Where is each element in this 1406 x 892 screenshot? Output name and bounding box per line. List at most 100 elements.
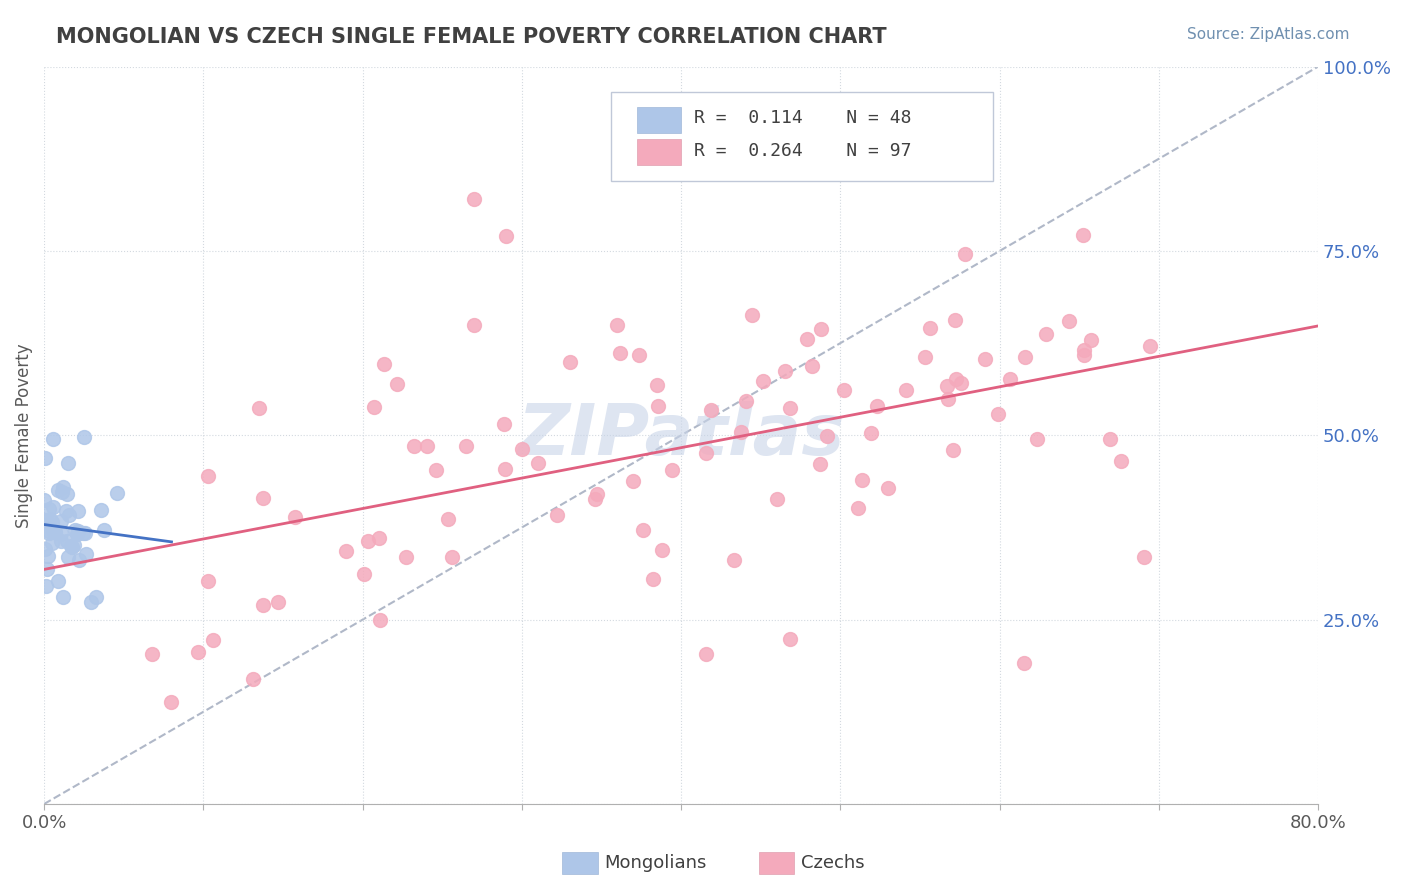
Point xyxy=(1080,333,1102,347)
Bar xyxy=(637,107,681,133)
Point xyxy=(49,534,72,549)
Point xyxy=(32,493,55,508)
Text: Czechs: Czechs xyxy=(801,854,865,871)
Point xyxy=(38,524,60,539)
Point xyxy=(645,377,668,392)
Point xyxy=(56,533,79,548)
Point xyxy=(41,536,63,550)
Point xyxy=(39,511,62,525)
Point xyxy=(425,463,447,477)
Point xyxy=(52,479,75,493)
Point xyxy=(35,579,58,593)
Point xyxy=(416,439,439,453)
Point xyxy=(454,439,477,453)
Point xyxy=(695,446,717,460)
Point xyxy=(914,351,936,365)
Point xyxy=(779,401,801,415)
Y-axis label: Single Female Poverty: Single Female Poverty xyxy=(15,343,32,527)
Point xyxy=(440,549,463,564)
Point xyxy=(75,547,97,561)
Point xyxy=(495,229,517,244)
Point xyxy=(160,695,183,709)
Point xyxy=(63,524,86,538)
Text: Mongolians: Mongolians xyxy=(605,854,707,871)
Point xyxy=(1109,454,1132,468)
Point xyxy=(527,456,550,470)
Point xyxy=(953,247,976,261)
Point xyxy=(631,523,654,537)
Point xyxy=(846,501,869,516)
Point xyxy=(35,513,58,527)
Point xyxy=(859,425,882,440)
Point xyxy=(586,487,609,501)
Point xyxy=(810,321,832,335)
Point xyxy=(38,525,60,540)
Point xyxy=(766,492,789,507)
Point xyxy=(67,524,90,538)
Point xyxy=(1014,350,1036,364)
Point xyxy=(606,318,628,332)
Point xyxy=(202,632,225,647)
Point xyxy=(84,590,107,604)
Point xyxy=(734,394,756,409)
Point xyxy=(141,647,163,661)
Point xyxy=(41,500,63,514)
Point xyxy=(1059,313,1081,327)
Point xyxy=(815,429,838,443)
Point xyxy=(56,456,79,470)
Point xyxy=(51,484,73,499)
FancyBboxPatch shape xyxy=(612,93,993,181)
Point xyxy=(851,473,873,487)
Point xyxy=(42,432,65,446)
Point xyxy=(44,524,66,539)
Point xyxy=(385,376,408,391)
Point xyxy=(105,486,128,500)
Point xyxy=(93,523,115,537)
Point xyxy=(865,399,887,413)
Point xyxy=(41,515,63,529)
Point xyxy=(1014,656,1036,670)
Point xyxy=(335,544,357,558)
Point xyxy=(935,378,957,392)
Point xyxy=(73,525,96,540)
Point xyxy=(558,354,581,368)
Point xyxy=(66,504,89,518)
Point xyxy=(56,549,79,564)
Point xyxy=(52,590,75,604)
Point xyxy=(941,443,963,458)
Point xyxy=(67,553,90,567)
Point xyxy=(34,450,56,465)
Text: R =  0.114    N = 48: R = 0.114 N = 48 xyxy=(695,109,911,128)
Point xyxy=(998,372,1021,386)
Point xyxy=(463,318,485,332)
Point xyxy=(247,401,270,415)
Point xyxy=(661,463,683,477)
Point xyxy=(356,533,378,548)
Point xyxy=(395,550,418,565)
Point xyxy=(796,333,818,347)
Point xyxy=(34,542,56,557)
Point xyxy=(741,309,763,323)
Point xyxy=(55,487,77,501)
Point xyxy=(896,383,918,397)
Point xyxy=(1139,339,1161,353)
Point xyxy=(284,510,307,524)
Point xyxy=(945,313,967,327)
Point xyxy=(35,562,58,576)
Point xyxy=(55,504,77,518)
Point xyxy=(609,346,631,360)
Point xyxy=(60,540,83,554)
Point xyxy=(987,407,1010,421)
Point xyxy=(773,364,796,378)
Bar xyxy=(637,139,681,165)
Point xyxy=(37,549,59,564)
Text: ZIPatlas: ZIPatlas xyxy=(517,401,845,470)
Point xyxy=(877,481,900,495)
Point xyxy=(1133,550,1156,565)
Text: R =  0.264    N = 97: R = 0.264 N = 97 xyxy=(695,143,911,161)
Point xyxy=(187,645,209,659)
Point xyxy=(512,442,534,457)
Point xyxy=(1035,326,1057,341)
Point xyxy=(647,399,669,413)
Point xyxy=(800,359,823,374)
